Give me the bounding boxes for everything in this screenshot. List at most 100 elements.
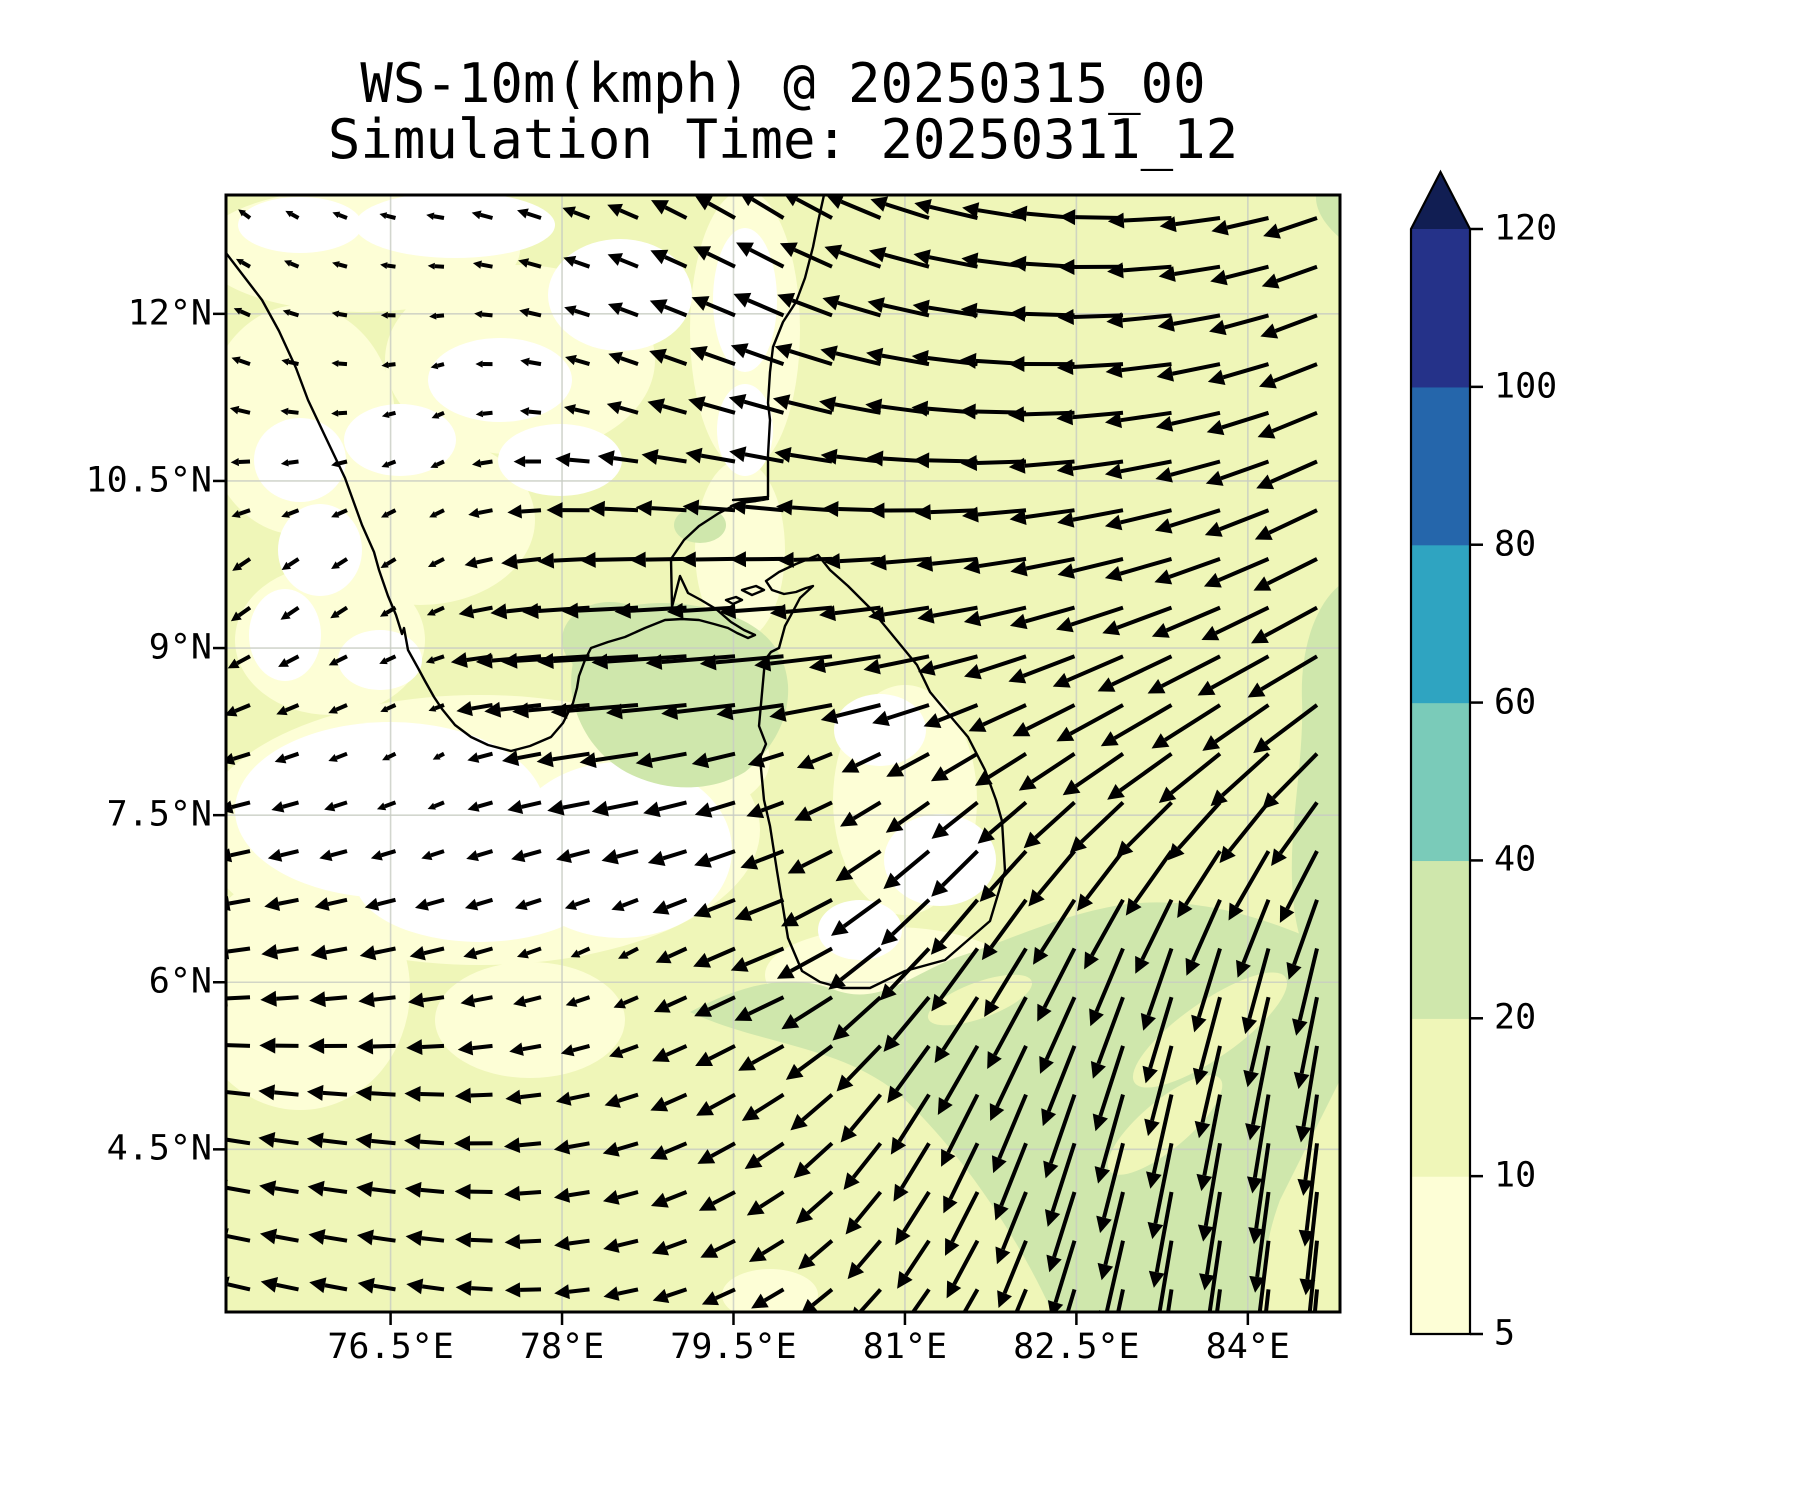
wind-arrow — [1256, 459, 1318, 490]
wind-arrow — [1056, 409, 1124, 426]
wind-arrow — [1055, 605, 1124, 633]
wind-arrow — [453, 1135, 493, 1152]
wind-arrow — [231, 508, 251, 518]
wind-arrow — [324, 800, 348, 812]
wind-arrow — [819, 396, 881, 415]
wind-arrow — [314, 897, 348, 911]
wind-arrow — [1018, 752, 1076, 791]
wind-arrow — [381, 410, 397, 418]
wind-arrow — [1140, 947, 1174, 1031]
wind-arrow — [427, 262, 445, 270]
wind-arrow — [828, 946, 882, 990]
jaffna-islands — [724, 584, 766, 606]
wind-arrow — [1307, 1240, 1319, 1312]
wind-arrow — [880, 898, 931, 946]
wind-arrow — [914, 504, 978, 521]
wind-arrow — [652, 897, 688, 915]
axis-tick-marks — [213, 312, 1250, 1325]
wind-arrow — [1197, 654, 1270, 696]
wind-arrow — [1135, 898, 1174, 974]
wind-arrow — [1210, 752, 1270, 807]
wind-arrow — [1154, 557, 1221, 585]
wind-arrow — [513, 455, 542, 468]
wind-arrow — [1043, 1093, 1077, 1179]
wind-arrow — [1209, 313, 1270, 336]
figure-title: WS-10m(kmph) @ 20250315_00 — [360, 52, 1206, 115]
wind-arrow — [962, 506, 1027, 523]
wind-arrow — [729, 446, 784, 464]
y-tick-label: 4.5°N — [106, 1128, 212, 1169]
wind-arrow — [968, 703, 1027, 732]
wind-arrow — [734, 995, 785, 1021]
wind-arrow — [1107, 752, 1173, 800]
wind-arrow — [1046, 1191, 1077, 1273]
wind-arrow — [962, 1288, 980, 1312]
wind-arrow — [226, 751, 251, 765]
wind-arrow — [564, 897, 591, 910]
wind-arrow — [520, 357, 542, 367]
wind-arrow — [744, 1141, 785, 1169]
wind-arrow — [963, 556, 1027, 574]
wind-arrow — [507, 799, 542, 814]
wind-arrow — [355, 1132, 396, 1149]
wind-arrow — [565, 354, 591, 367]
wind-arrow — [1151, 605, 1221, 638]
wind-arrow — [1210, 264, 1269, 286]
wind-arrow — [280, 459, 299, 467]
wind-arrow — [429, 508, 445, 518]
wind-arrow — [564, 305, 591, 318]
wind-arrow — [607, 203, 639, 220]
wind-arrow — [651, 200, 688, 220]
wind-arrow — [647, 398, 688, 415]
wind-arrow — [468, 507, 493, 519]
wind-arrow — [730, 946, 785, 972]
wind-arrow — [426, 212, 445, 220]
wind-arrow — [916, 555, 978, 572]
colorbar-tick-label: 10 — [1494, 1155, 1537, 1196]
wind-arrow — [603, 1238, 639, 1253]
wind-arrow — [608, 351, 639, 366]
wind-arrow — [1104, 508, 1172, 531]
wind-arrow — [505, 1089, 542, 1105]
wind-arrow — [1096, 1142, 1125, 1234]
wind-arrow — [650, 1092, 688, 1112]
wind-arrow — [414, 897, 445, 911]
wind-arrow — [430, 362, 445, 370]
wind-arrow — [456, 700, 493, 717]
wind-arrow — [319, 849, 348, 862]
wind-arrow — [511, 849, 542, 863]
wind-arrow — [381, 459, 397, 468]
wind-arrow — [740, 849, 785, 870]
wind-arrow — [405, 1230, 445, 1247]
wind-arrow — [774, 343, 833, 367]
wind-arrow — [931, 849, 979, 897]
wind-arrow — [1201, 605, 1270, 641]
wind-arrow — [1056, 359, 1124, 375]
wind-arrow — [602, 1190, 639, 1205]
wind-arrow — [635, 500, 687, 517]
wind-arrow — [427, 800, 445, 810]
wind-arrow — [784, 195, 833, 220]
wind-arrow — [808, 654, 881, 674]
wind-arrow — [464, 556, 493, 569]
wind-arrow — [979, 849, 1028, 902]
wind-arrow — [563, 255, 591, 269]
x-tick-label: 84°E — [1205, 1327, 1290, 1367]
wind-arrow — [1157, 1240, 1174, 1312]
wind-arrow — [404, 1133, 445, 1150]
wind-arrow — [1097, 1191, 1125, 1281]
wind-arrow — [281, 557, 300, 570]
wind-arrow — [601, 849, 639, 865]
wind-arrow — [733, 292, 785, 318]
wind-arrow — [1249, 1191, 1271, 1293]
wind-arrow — [464, 897, 494, 911]
wind-arrow — [1204, 508, 1270, 537]
wind-arrow — [650, 249, 688, 269]
figure-subtitle: Simulation Time: 20250311_12 — [327, 108, 1239, 171]
wind-arrow — [655, 946, 688, 964]
wind-arrow — [330, 605, 349, 619]
y-tick-label: 9°N — [148, 627, 212, 668]
wind-arrow — [278, 654, 300, 667]
wind-arrow — [1159, 216, 1221, 233]
